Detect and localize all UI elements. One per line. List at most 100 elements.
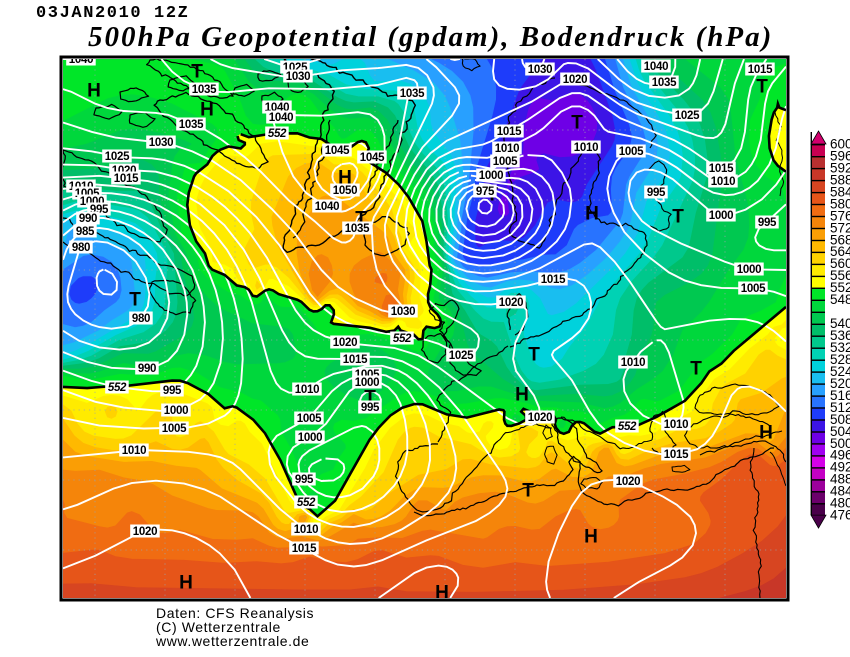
svg-text:1015: 1015 <box>292 543 317 555</box>
svg-text:T: T <box>571 113 583 134</box>
svg-text:T: T <box>129 290 141 311</box>
svg-text:H: H <box>435 583 449 604</box>
svg-text:484: 484 <box>830 484 850 499</box>
svg-text:560: 560 <box>830 256 850 271</box>
svg-text:1010: 1010 <box>294 524 318 536</box>
svg-text:476: 476 <box>830 508 850 523</box>
svg-text:1005: 1005 <box>162 423 187 435</box>
svg-text:564: 564 <box>830 244 850 259</box>
svg-text:990: 990 <box>138 363 156 375</box>
svg-text:1035: 1035 <box>179 119 204 131</box>
svg-text:552: 552 <box>297 497 316 509</box>
svg-text:1005: 1005 <box>297 413 322 425</box>
svg-text:508: 508 <box>830 412 850 427</box>
svg-text:488: 488 <box>830 472 850 487</box>
svg-text:H: H <box>584 527 598 548</box>
svg-text:H: H <box>759 423 773 444</box>
svg-text:1035: 1035 <box>192 84 217 96</box>
svg-text:552: 552 <box>393 333 412 345</box>
svg-text:1000: 1000 <box>298 432 322 444</box>
svg-text:1050: 1050 <box>333 185 357 197</box>
svg-text:500: 500 <box>830 436 850 451</box>
svg-text:1015: 1015 <box>343 354 368 366</box>
svg-text:985: 985 <box>76 226 95 238</box>
svg-text:1000: 1000 <box>709 210 733 222</box>
svg-text:995: 995 <box>647 187 666 199</box>
svg-text:1020: 1020 <box>616 476 640 488</box>
svg-text:1030: 1030 <box>391 306 415 318</box>
svg-text:568: 568 <box>830 232 850 247</box>
svg-text:492: 492 <box>830 460 850 475</box>
svg-text:1040: 1040 <box>69 54 93 66</box>
svg-text:1005: 1005 <box>619 146 644 158</box>
svg-text:524: 524 <box>830 364 850 379</box>
svg-text:1010: 1010 <box>711 176 735 188</box>
svg-text:516: 516 <box>830 388 850 403</box>
svg-text:1010: 1010 <box>621 357 645 369</box>
svg-text:552: 552 <box>108 382 127 394</box>
svg-text:496: 496 <box>830 448 850 463</box>
svg-text:T: T <box>191 62 203 83</box>
svg-text:1015: 1015 <box>541 274 566 286</box>
svg-text:T: T <box>672 207 684 228</box>
svg-text:1015: 1015 <box>664 449 689 461</box>
svg-text:T: T <box>690 359 702 380</box>
svg-text:1040: 1040 <box>644 61 668 73</box>
svg-text:1010: 1010 <box>664 419 688 431</box>
svg-text:540: 540 <box>830 316 850 331</box>
svg-text:T: T <box>756 77 768 98</box>
svg-text:1010: 1010 <box>495 143 519 155</box>
svg-text:1015: 1015 <box>709 163 734 175</box>
svg-text:532: 532 <box>830 340 850 355</box>
svg-text:1030: 1030 <box>286 71 310 83</box>
svg-text:H: H <box>515 385 529 406</box>
svg-text:H: H <box>179 573 193 594</box>
svg-text:1020: 1020 <box>528 412 552 424</box>
svg-text:480: 480 <box>830 496 850 511</box>
svg-text:980: 980 <box>72 242 90 254</box>
svg-text:1015: 1015 <box>497 126 522 138</box>
svg-text:1010: 1010 <box>574 142 598 154</box>
svg-text:H: H <box>585 204 599 225</box>
svg-text:1010: 1010 <box>122 445 146 457</box>
svg-text:1005: 1005 <box>493 156 518 168</box>
svg-text:995: 995 <box>758 217 777 229</box>
svg-text:552: 552 <box>830 280 850 295</box>
svg-text:520: 520 <box>830 376 850 391</box>
svg-text:504: 504 <box>830 424 850 439</box>
svg-text:1030: 1030 <box>528 64 552 76</box>
svg-text:1025: 1025 <box>449 350 474 362</box>
svg-text:1025: 1025 <box>675 110 700 122</box>
svg-text:990: 990 <box>79 213 97 225</box>
svg-text:1005: 1005 <box>741 283 766 295</box>
svg-text:512: 512 <box>830 400 850 415</box>
svg-text:1040: 1040 <box>269 112 293 124</box>
svg-text:528: 528 <box>830 352 850 367</box>
svg-text:T: T <box>522 481 534 502</box>
svg-text:1000: 1000 <box>479 170 503 182</box>
svg-text:1020: 1020 <box>133 526 157 538</box>
svg-text:980: 980 <box>132 313 150 325</box>
svg-text:600: 600 <box>830 137 850 152</box>
svg-text:1045: 1045 <box>325 145 350 157</box>
svg-text:1020: 1020 <box>563 74 587 86</box>
svg-text:1015: 1015 <box>748 64 773 76</box>
svg-text:592: 592 <box>830 160 850 175</box>
svg-text:1020: 1020 <box>333 337 357 349</box>
svg-text:584: 584 <box>830 184 850 199</box>
svg-text:1025: 1025 <box>105 151 130 163</box>
svg-text:1010: 1010 <box>295 384 319 396</box>
svg-text:1000: 1000 <box>355 377 379 389</box>
svg-text:596: 596 <box>830 149 850 164</box>
svg-text:572: 572 <box>830 220 850 235</box>
svg-text:1035: 1035 <box>400 88 425 100</box>
svg-text:556: 556 <box>830 268 850 283</box>
svg-text:1045: 1045 <box>360 152 385 164</box>
svg-text:580: 580 <box>830 196 850 211</box>
svg-text:H: H <box>338 168 352 189</box>
svg-text:552: 552 <box>268 128 287 140</box>
svg-text:995: 995 <box>295 474 314 486</box>
svg-text:1015: 1015 <box>114 173 139 185</box>
svg-text:576: 576 <box>830 208 850 223</box>
svg-text:548: 548 <box>830 292 850 307</box>
